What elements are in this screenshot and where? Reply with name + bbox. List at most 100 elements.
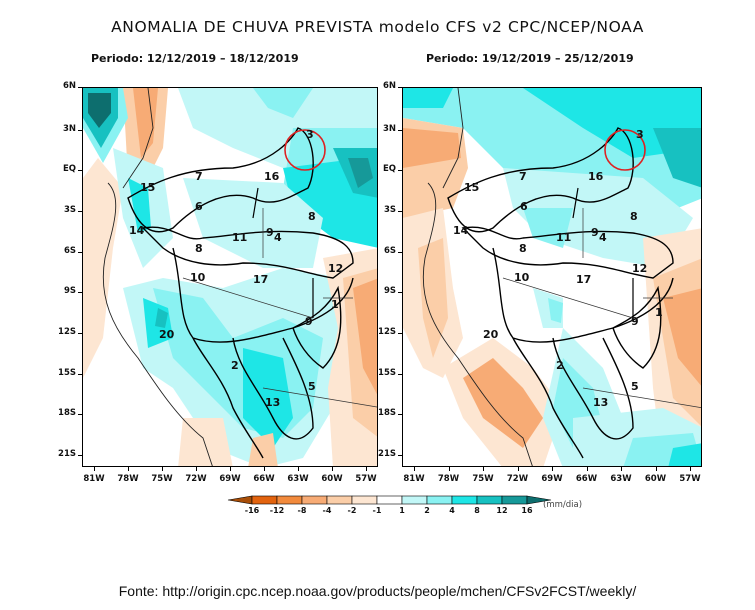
lat-tick xyxy=(398,87,402,88)
lon-tick xyxy=(586,467,588,471)
legend-swatch xyxy=(476,495,503,505)
lon-tick-label: 75W xyxy=(151,474,173,484)
basin-outline xyxy=(127,127,314,233)
lon-tick-label: 66W xyxy=(253,474,275,484)
region-label: 7 xyxy=(519,170,527,183)
lat-tick-label: 3S xyxy=(63,205,76,215)
lat-tick-label: 12S xyxy=(58,327,76,337)
map-left-canvas xyxy=(83,88,377,466)
lat-tick xyxy=(78,414,82,416)
legend-arrow-high xyxy=(526,495,552,505)
highlight-circle xyxy=(604,129,646,171)
region-label: 8 xyxy=(519,242,527,255)
region-label: 1 xyxy=(655,306,663,319)
color-legend: -16 -12 -8 -4 -2 -1 1 2 4 8 12 16 (mm/dia) xyxy=(225,492,582,522)
lon-tick-label: 69W xyxy=(219,474,241,484)
legend-tick-label: -2 xyxy=(347,506,357,515)
lon-tick xyxy=(414,467,415,471)
legend-swatch xyxy=(326,495,353,505)
lon-tick-label: 69W xyxy=(541,474,563,484)
lat-tick-label: 6N xyxy=(62,81,76,91)
lat-tick-label: 18S xyxy=(378,408,396,419)
lat-tick xyxy=(78,129,82,131)
region-label: 15 xyxy=(464,181,480,194)
region-label: 11 xyxy=(556,231,572,244)
lon-tick xyxy=(128,467,129,471)
region-label: 11 xyxy=(232,231,248,244)
legend-swatch xyxy=(501,495,528,505)
lon-tick xyxy=(196,467,197,471)
lon-tick xyxy=(448,467,450,471)
region-label: 16 xyxy=(264,170,280,183)
legend-arrow-low xyxy=(227,495,253,505)
legend-tick-label: 12 xyxy=(496,506,508,515)
map-right-canvas xyxy=(403,88,701,466)
region-label: 15 xyxy=(140,181,156,194)
region-label: 1 xyxy=(331,298,339,311)
lat-tick xyxy=(78,170,82,172)
lat-tick-label: EQ xyxy=(382,164,396,175)
lon-tick-label: 57W xyxy=(679,474,701,484)
lat-tick-label: 15S xyxy=(58,367,76,378)
lon-tick xyxy=(264,467,265,471)
legend-tick-label: 2 xyxy=(424,506,430,515)
coastline xyxy=(102,182,213,466)
legend-tick-label: 4 xyxy=(449,506,455,515)
lon-tick-label: 63W xyxy=(287,474,309,484)
lat-tick-label: 15S xyxy=(378,367,396,378)
region-label: 8 xyxy=(308,210,316,223)
region-label: 10 xyxy=(514,271,530,284)
legend-swatch xyxy=(251,495,278,505)
legend-tick-label: 1 xyxy=(399,506,405,515)
lon-tick-label: 57W xyxy=(355,474,377,484)
lat-tick xyxy=(398,455,402,456)
region-label: 10 xyxy=(190,271,206,284)
lon-tick-label: 75W xyxy=(472,474,494,484)
region-label: 5 xyxy=(308,380,316,393)
region-label: 9 xyxy=(266,226,274,239)
lon-tick-label: 63W xyxy=(610,474,632,484)
region-label: 2 xyxy=(231,359,239,372)
lat-tick-label: 6N xyxy=(382,81,396,91)
lat-tick xyxy=(78,373,82,375)
lat-tick-label: 21S xyxy=(378,449,396,459)
region-label: 9 xyxy=(631,315,639,328)
lon-tick xyxy=(655,467,657,471)
map-left: 3 7 16 15 6 8 14 11 9 4 8 12 10 17 1 9 2… xyxy=(82,87,378,467)
region-label: 8 xyxy=(630,210,638,223)
lat-tick-label: 9S xyxy=(63,286,76,297)
lon-tick xyxy=(690,467,691,471)
region-label: 20 xyxy=(159,328,175,341)
lat-tick xyxy=(78,333,82,334)
lat-tick-label: 12S xyxy=(378,327,396,337)
region-label: 5 xyxy=(631,380,639,393)
lon-tick-label: 66W xyxy=(575,474,598,484)
highlight-circle xyxy=(284,129,326,171)
lat-tick xyxy=(398,251,402,253)
lon-tick xyxy=(94,467,95,471)
region-label: 6 xyxy=(520,200,528,213)
region-label: 20 xyxy=(483,328,499,341)
region-label: 16 xyxy=(588,170,604,183)
legend-tick-label: -8 xyxy=(297,506,307,515)
region-label: 14 xyxy=(129,224,145,237)
region-label: 17 xyxy=(576,273,592,286)
lat-tick-label: 6S xyxy=(63,245,76,256)
region-label: 12 xyxy=(632,262,648,275)
lon-tick xyxy=(517,467,519,471)
region-label: 4 xyxy=(274,231,282,244)
lat-tick xyxy=(398,333,402,334)
region-label: 4 xyxy=(599,231,607,244)
lat-tick xyxy=(78,87,82,88)
region-label: 2 xyxy=(556,359,564,372)
lat-tick xyxy=(398,170,402,172)
legend-tick-label: -12 xyxy=(269,506,285,515)
legend-swatch xyxy=(351,495,378,505)
figure-title: ANOMALIA DE CHUVA PREVISTA modelo CFS v2… xyxy=(111,18,644,36)
region-label: 14 xyxy=(453,224,469,237)
legend-tick-label: -16 xyxy=(244,506,260,515)
region-label: 9 xyxy=(305,315,313,328)
lat-tick xyxy=(78,211,82,212)
lon-tick-label: 60W xyxy=(321,474,343,484)
legend-swatch xyxy=(276,495,303,505)
